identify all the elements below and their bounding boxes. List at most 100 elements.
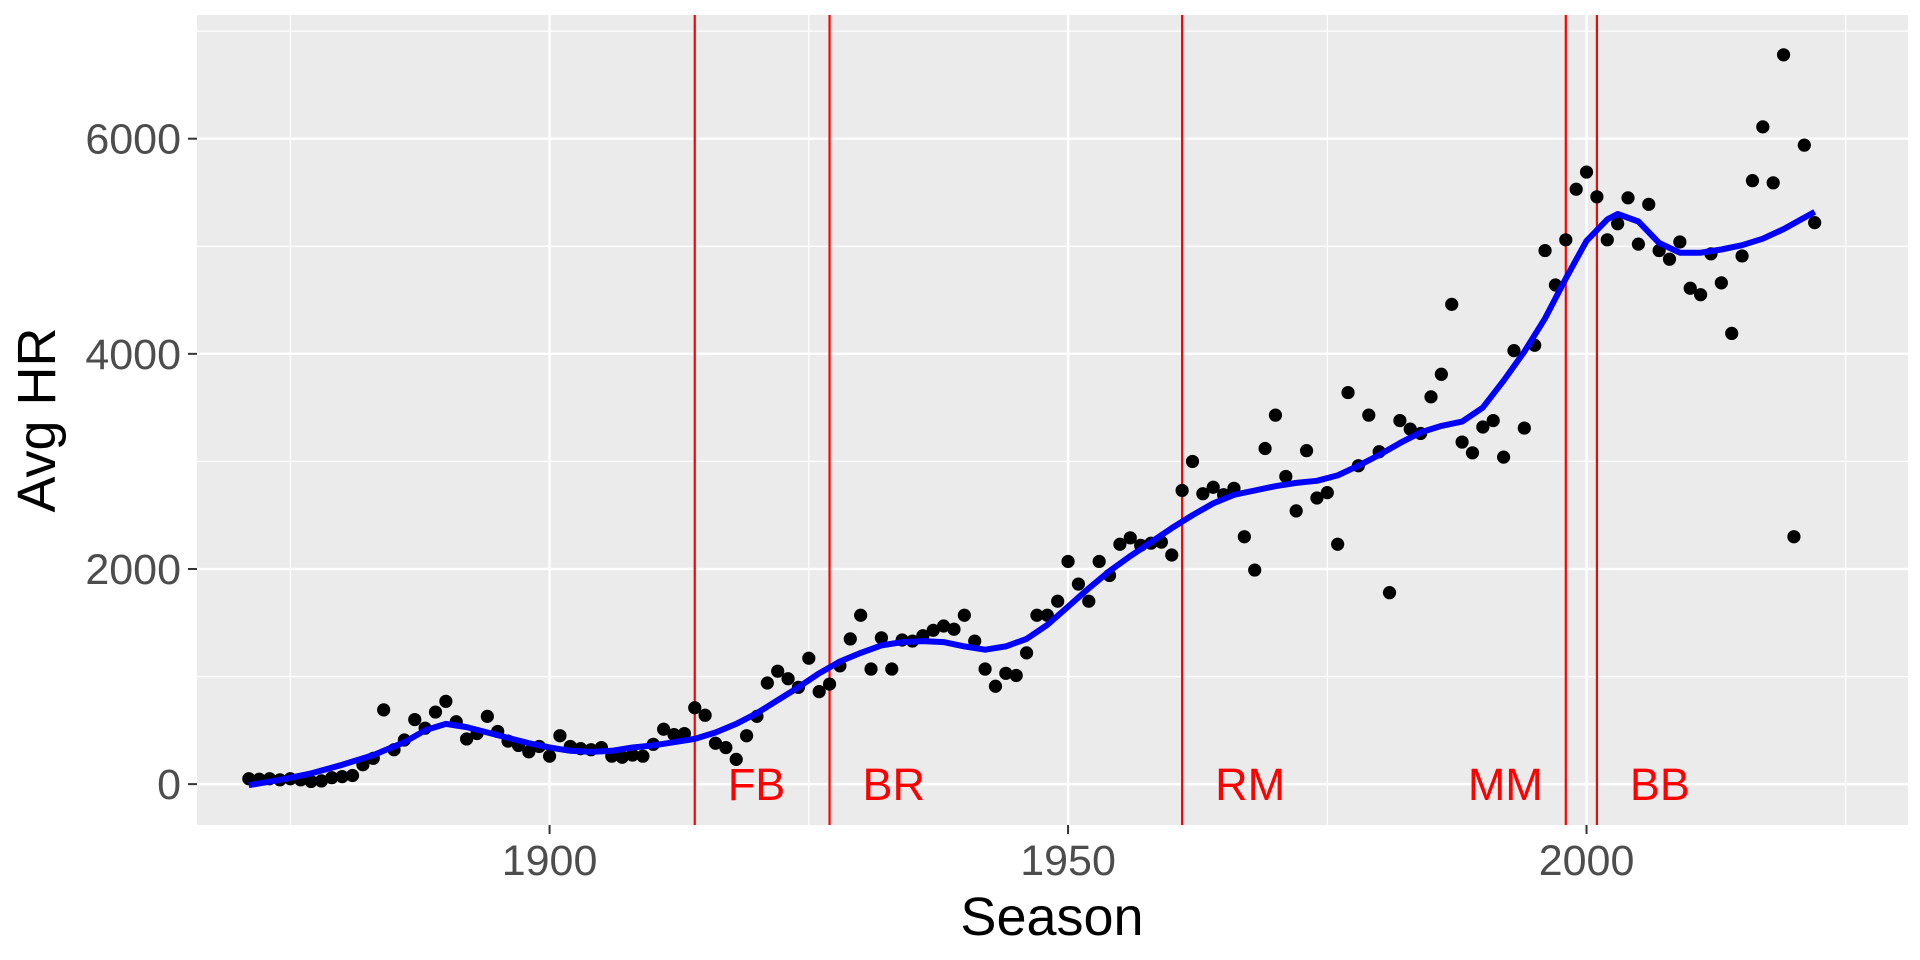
era-label: FB bbox=[728, 759, 786, 810]
data-point bbox=[1694, 288, 1708, 302]
data-point bbox=[1331, 537, 1345, 551]
data-point bbox=[999, 666, 1013, 680]
data-point bbox=[1579, 165, 1594, 179]
smooth-line bbox=[248, 209, 1817, 789]
data-point bbox=[1683, 281, 1697, 295]
data-point bbox=[1496, 450, 1511, 464]
data-point bbox=[968, 634, 982, 648]
data-point bbox=[1756, 120, 1770, 134]
data-point bbox=[1310, 491, 1324, 505]
data-point bbox=[1642, 197, 1656, 211]
data-point bbox=[885, 662, 899, 676]
era-label: RM bbox=[1215, 759, 1285, 810]
data-point bbox=[625, 748, 640, 762]
data-point bbox=[988, 679, 1003, 693]
data-point bbox=[377, 703, 391, 717]
data-point bbox=[1455, 435, 1469, 449]
data-point bbox=[1403, 422, 1417, 436]
data-point bbox=[1590, 190, 1604, 204]
data-point bbox=[1289, 504, 1303, 518]
data-point bbox=[1268, 408, 1283, 422]
data-point bbox=[1237, 530, 1251, 544]
data-point bbox=[1445, 297, 1459, 311]
data-point bbox=[708, 736, 723, 750]
data-point bbox=[1393, 413, 1407, 428]
data-point bbox=[1621, 191, 1635, 205]
data-point bbox=[688, 701, 702, 715]
data-point bbox=[1175, 483, 1189, 498]
data-point bbox=[1206, 480, 1220, 494]
data-point bbox=[1071, 577, 1086, 591]
era-label: BR bbox=[863, 759, 926, 810]
data-point bbox=[1424, 390, 1438, 404]
data-point bbox=[667, 728, 681, 742]
data-point bbox=[957, 608, 971, 622]
data-point bbox=[677, 726, 691, 741]
data-point bbox=[947, 622, 961, 636]
data-point bbox=[1486, 413, 1500, 428]
data-point bbox=[325, 771, 339, 785]
x-tick-label: 2000 bbox=[1539, 837, 1635, 885]
data-point bbox=[874, 631, 889, 645]
data-point bbox=[1320, 486, 1334, 500]
data-point bbox=[1611, 217, 1625, 231]
data-point bbox=[1507, 344, 1521, 358]
grid-minor bbox=[197, 15, 1908, 825]
data-point bbox=[1165, 548, 1179, 562]
data-point bbox=[1776, 48, 1791, 62]
data-point bbox=[926, 623, 940, 637]
smooth-curve bbox=[248, 209, 1817, 789]
era-label: BB bbox=[1630, 759, 1690, 810]
data-point bbox=[314, 774, 329, 788]
data-point bbox=[553, 729, 567, 743]
plot-panel bbox=[197, 15, 1908, 825]
data-point bbox=[1434, 367, 1448, 381]
data-point bbox=[719, 740, 733, 755]
era-labels: FB BR RM MM BB bbox=[728, 759, 1690, 810]
data-point bbox=[460, 732, 474, 746]
data-point bbox=[1808, 216, 1822, 230]
y-tick-label: 0 bbox=[157, 761, 181, 809]
data-point bbox=[439, 694, 453, 708]
data-point bbox=[1569, 182, 1583, 196]
data-point bbox=[1113, 537, 1127, 551]
data-point bbox=[1061, 554, 1075, 569]
data-point bbox=[1559, 233, 1573, 247]
data-point bbox=[1082, 594, 1096, 608]
y-tick-label: 4000 bbox=[85, 331, 181, 379]
data-point bbox=[781, 672, 795, 686]
data-point bbox=[1465, 446, 1480, 460]
data-point bbox=[1123, 531, 1137, 545]
data-point bbox=[1766, 176, 1780, 190]
data-point bbox=[657, 722, 671, 736]
data-point bbox=[1735, 249, 1749, 263]
y-tick-label: 6000 bbox=[85, 116, 181, 164]
data-point bbox=[771, 664, 785, 678]
data-point bbox=[1517, 421, 1531, 435]
data-point bbox=[636, 749, 650, 763]
data-point bbox=[1662, 252, 1677, 266]
data-point bbox=[1476, 420, 1490, 434]
data-point bbox=[1196, 487, 1210, 501]
data-point bbox=[1673, 235, 1687, 249]
data-point bbox=[345, 768, 360, 783]
data-point bbox=[1019, 646, 1034, 660]
data-point bbox=[408, 712, 422, 727]
data-point bbox=[739, 729, 754, 743]
data-point bbox=[1382, 586, 1397, 600]
data-point bbox=[1030, 608, 1044, 622]
data-point bbox=[1092, 554, 1106, 569]
data-point bbox=[1745, 174, 1760, 188]
data-point bbox=[864, 662, 878, 676]
data-point bbox=[1248, 563, 1262, 577]
data-point bbox=[1279, 469, 1293, 484]
x-axis-title: Season bbox=[960, 887, 1143, 947]
data-point bbox=[1600, 233, 1614, 247]
data-point bbox=[698, 708, 712, 722]
era-label: MM bbox=[1468, 759, 1543, 810]
data-point bbox=[729, 752, 743, 766]
data-point bbox=[428, 705, 443, 719]
data-point bbox=[1185, 454, 1200, 469]
data-point bbox=[937, 619, 951, 633]
